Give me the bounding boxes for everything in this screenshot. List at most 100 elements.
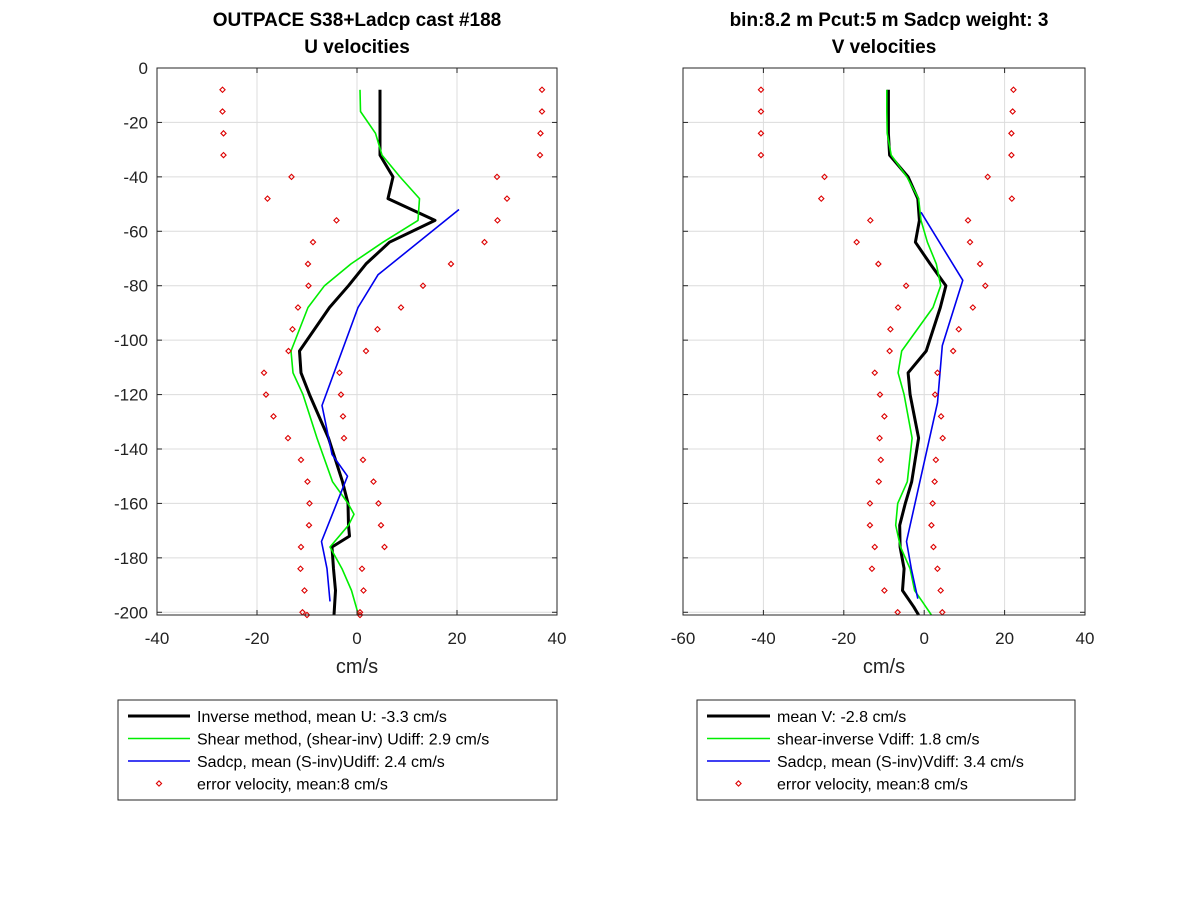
legend-entry-3: error velocity, mean:8 cm/s <box>777 777 968 794</box>
series-line-0 <box>298 89 437 616</box>
error-velocity-point <box>381 543 388 551</box>
error-velocity-point <box>930 543 937 551</box>
y-tick-label: -100 <box>114 331 148 350</box>
error-velocity-point <box>1008 129 1015 137</box>
legend-swatch-3 <box>735 780 742 787</box>
error-velocity-point <box>871 369 879 377</box>
error-velocity-point <box>309 238 317 246</box>
error-velocity-point <box>1008 151 1015 159</box>
error-velocity-point <box>538 86 546 94</box>
error-velocity-point <box>853 238 861 246</box>
y-tick-label: -140 <box>114 440 148 459</box>
error-velocity-point <box>303 611 311 619</box>
error-velocity-point <box>886 347 894 355</box>
error-velocity-point <box>304 260 312 268</box>
error-velocity-point <box>876 391 884 398</box>
error-velocity-point <box>939 434 947 442</box>
error-velocity-point <box>1009 108 1017 115</box>
error-velocity-point <box>340 434 348 442</box>
error-velocity-point <box>374 325 381 333</box>
error-velocity-point <box>220 129 227 137</box>
x-tick-label: -60 <box>671 629 696 648</box>
error-velocity-point <box>297 543 305 551</box>
error-velocity-point <box>874 260 882 268</box>
y-tick-label: -20 <box>123 113 148 132</box>
error-velocity-point <box>494 217 501 224</box>
error-velocity-point <box>360 587 367 594</box>
error-velocity-point <box>305 521 313 529</box>
v-legend: mean V: -2.8 cm/s shear-inverse Vdiff: 1.… <box>696 699 1076 801</box>
legend-entry-3: error velocity, mean:8 cm/s <box>197 777 388 794</box>
v-series-layer <box>757 86 1017 616</box>
error-velocity-point <box>966 238 974 246</box>
error-velocity-point <box>757 151 765 159</box>
error-velocity-point <box>358 565 366 573</box>
error-velocity-point <box>375 500 382 507</box>
u-velocity-panel: OUTPACE S38+Ladcp cast #188 U velocities… <box>114 10 566 801</box>
error-velocity-point <box>337 391 345 398</box>
error-velocity-point <box>902 282 910 290</box>
error-velocity-point <box>447 260 455 268</box>
y-tick-label: -40 <box>123 168 148 187</box>
error-velocity-point <box>821 173 828 181</box>
error-velocity-point <box>969 304 977 311</box>
error-velocity-point <box>289 325 296 333</box>
error-velocity-point <box>817 195 825 203</box>
error-velocity-point <box>955 325 963 333</box>
x-tick-label: 0 <box>919 629 928 648</box>
error-velocity-point <box>976 260 984 268</box>
y-tick-label: -80 <box>123 277 148 296</box>
error-velocity-point <box>294 304 302 311</box>
error-velocity-point <box>934 369 941 377</box>
error-velocity-point <box>297 456 305 464</box>
error-velocity-point <box>871 543 879 551</box>
error-velocity-point <box>219 108 226 115</box>
error-velocity-point <box>288 173 295 181</box>
error-velocity-point <box>377 521 385 529</box>
y-tick-label: -180 <box>114 549 148 568</box>
x-tick-label: 20 <box>995 629 1014 648</box>
error-velocity-point <box>270 412 277 420</box>
error-velocity-point <box>397 304 405 311</box>
error-velocity-point <box>333 217 340 224</box>
error-velocity-point <box>1010 86 1017 94</box>
error-velocity-point <box>931 478 939 486</box>
error-velocity-point <box>875 478 883 486</box>
error-velocity-point <box>359 456 367 464</box>
error-velocity-point <box>336 369 343 377</box>
error-velocity-point <box>297 565 304 573</box>
v-axes-box <box>682 67 1086 616</box>
x-tick-label: 40 <box>548 629 567 648</box>
error-velocity-point <box>866 500 874 507</box>
error-velocity-point <box>937 587 945 594</box>
error-velocity-point <box>981 282 989 290</box>
error-velocity-point <box>493 173 501 181</box>
y-tick-label: -120 <box>114 386 148 405</box>
error-velocity-point <box>934 565 941 573</box>
error-velocity-point <box>894 304 902 311</box>
u-x-axis-label: cm/s <box>336 656 378 678</box>
x-tick-label: 40 <box>1076 629 1095 648</box>
v-velocity-panel: bin:8.2 m Pcut:5 m Sadcp weight: 3 V vel… <box>671 10 1095 801</box>
error-velocity-point <box>220 151 227 159</box>
u-tick-labels: -40 -20 0 20 400-20-40-60-80-100-120-140-160… <box>114 59 566 648</box>
v-tick-labels: -60 -40 -20 0 20 40 <box>671 67 1095 648</box>
error-velocity-point <box>419 282 427 290</box>
error-velocity-point <box>1008 195 1016 203</box>
v-grid <box>683 68 1085 615</box>
error-velocity-point <box>984 173 992 181</box>
error-velocity-point <box>285 347 292 355</box>
error-velocity-point <box>538 108 546 115</box>
error-velocity-point <box>932 456 940 464</box>
error-velocity-point <box>868 565 876 573</box>
error-velocity-point <box>370 478 377 486</box>
series-line-1 <box>885 89 942 616</box>
v-chart-title: bin:8.2 m Pcut:5 m Sadcp weight: 3 <box>730 10 1049 31</box>
error-velocity-point <box>937 412 945 420</box>
x-tick-label: -20 <box>832 629 857 648</box>
legend-swatch-3 <box>155 780 163 787</box>
error-velocity-point <box>866 521 874 529</box>
legend-entry-2: Sadcp, mean (S-inv)Udiff: 2.4 cm/s <box>197 754 445 771</box>
x-tick-label: -20 <box>245 629 270 648</box>
